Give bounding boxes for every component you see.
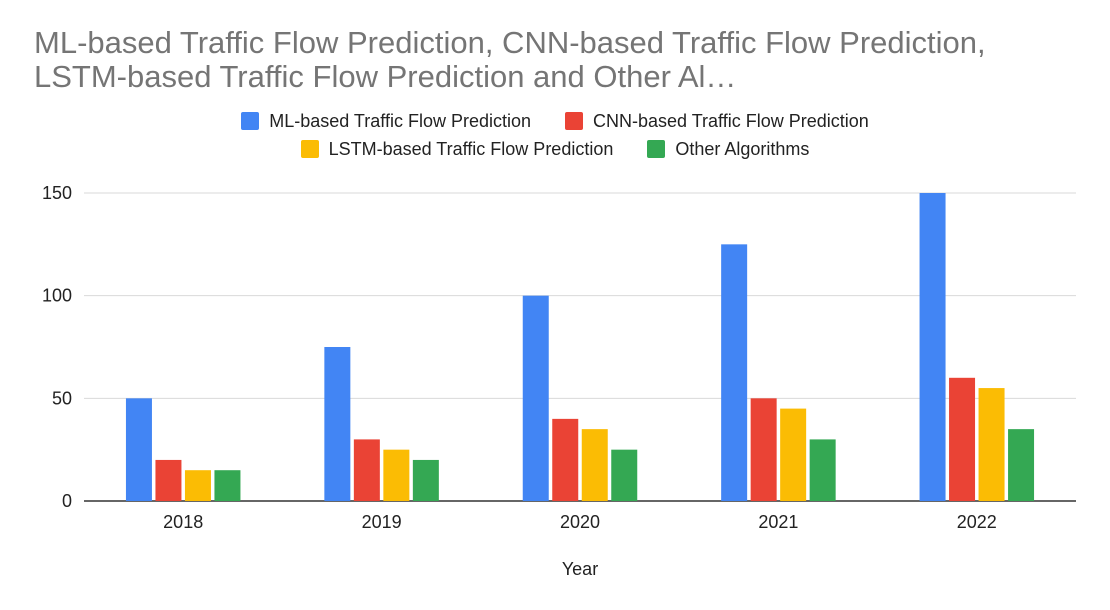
- x-tick-label-2022: 2022: [957, 512, 997, 532]
- y-tick-label-0: 0: [62, 491, 72, 511]
- y-tick-label-150: 150: [42, 183, 72, 203]
- legend-item-lstm[interactable]: LSTM-based Traffic Flow Prediction: [300, 138, 614, 160]
- legend-swatch-other: [647, 140, 666, 158]
- bar-2022-series-3: [978, 388, 1005, 501]
- bar-2020-series-3: [581, 429, 608, 501]
- x-axis-title: Year: [562, 559, 598, 579]
- bar-2018-series-2: [155, 459, 182, 501]
- legend-swatch-ml: [241, 112, 260, 130]
- bar-2021-series-4: [809, 439, 836, 501]
- legend-label-cnn: CNN-based Traffic Flow Prediction: [593, 110, 869, 131]
- legend-label-ml: ML-based Traffic Flow Prediction: [269, 110, 531, 131]
- legend: ML-based Traffic Flow Prediction CNN-bas…: [0, 110, 1110, 160]
- chart-title: ML-based Traffic Flow Prediction, CNN-ba…: [34, 26, 986, 94]
- bar-2020-series-2: [552, 418, 579, 501]
- legend-swatch-cnn: [565, 112, 583, 130]
- bar-2021-series-2: [750, 398, 777, 501]
- bar-2018-series-4: [214, 470, 241, 501]
- x-tick-label-2020: 2020: [560, 512, 600, 532]
- legend-item-ml[interactable]: ML-based Traffic Flow Prediction: [241, 110, 531, 132]
- bar-2018-series-1: [125, 398, 152, 501]
- x-tick-label-2018: 2018: [163, 512, 203, 532]
- bar-2022-series-4: [1008, 429, 1035, 501]
- bar-2021-series-3: [780, 408, 807, 501]
- bar-2020-series-1: [522, 295, 549, 501]
- legend-item-other[interactable]: Other Algorithms: [647, 138, 809, 160]
- x-tick-label-2019: 2019: [362, 512, 402, 532]
- bar-2019-series-4: [412, 459, 439, 501]
- bar-2019-series-3: [383, 449, 410, 501]
- x-tick-label-2021: 2021: [758, 512, 798, 532]
- bar-2022-series-1: [919, 193, 946, 501]
- legend-item-cnn[interactable]: CNN-based Traffic Flow Prediction: [565, 110, 869, 132]
- bar-2021-series-1: [721, 244, 748, 502]
- y-tick-label-100: 100: [42, 286, 72, 306]
- bar-2020-series-4: [611, 449, 638, 501]
- bar-2022-series-2: [949, 377, 976, 501]
- legend-label-lstm: LSTM-based Traffic Flow Prediction: [328, 138, 614, 159]
- bar-2018-series-3: [184, 470, 211, 501]
- legend-swatch-lstm: [300, 140, 319, 158]
- bar-2019-series-2: [353, 439, 380, 501]
- y-tick-label-50: 50: [52, 388, 72, 408]
- legend-label-other: Other Algorithms: [675, 138, 810, 159]
- bar-2019-series-1: [324, 347, 351, 501]
